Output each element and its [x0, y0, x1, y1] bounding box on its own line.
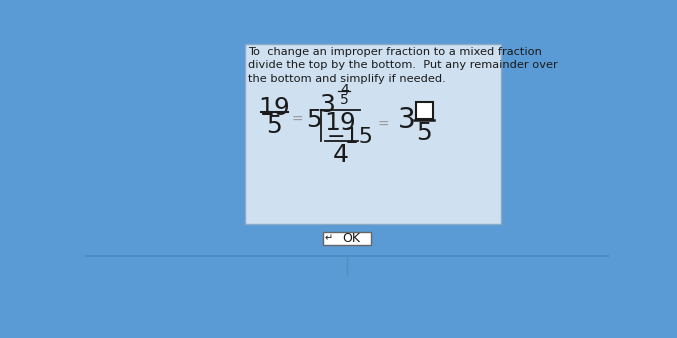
- Text: 4: 4: [332, 143, 349, 167]
- FancyBboxPatch shape: [322, 232, 370, 245]
- Text: 5: 5: [267, 114, 282, 138]
- Text: −15: −15: [326, 127, 374, 147]
- FancyBboxPatch shape: [416, 102, 433, 119]
- Text: 19: 19: [324, 111, 356, 135]
- Text: 5: 5: [416, 121, 432, 145]
- FancyBboxPatch shape: [245, 44, 501, 224]
- Text: 19: 19: [259, 96, 290, 120]
- Text: 3: 3: [320, 93, 335, 117]
- Text: ↵: ↵: [325, 234, 333, 243]
- Text: =: =: [377, 118, 389, 132]
- Text: 5: 5: [340, 93, 349, 107]
- Text: 4: 4: [340, 83, 349, 97]
- Text: To  change an improper fraction to a mixed fraction
divide the top by the bottom: To change an improper fraction to a mixe…: [248, 47, 558, 84]
- Text: =: =: [292, 113, 303, 127]
- Text: 3: 3: [397, 106, 415, 134]
- Text: OK: OK: [343, 232, 360, 245]
- Text: 5: 5: [306, 108, 322, 132]
